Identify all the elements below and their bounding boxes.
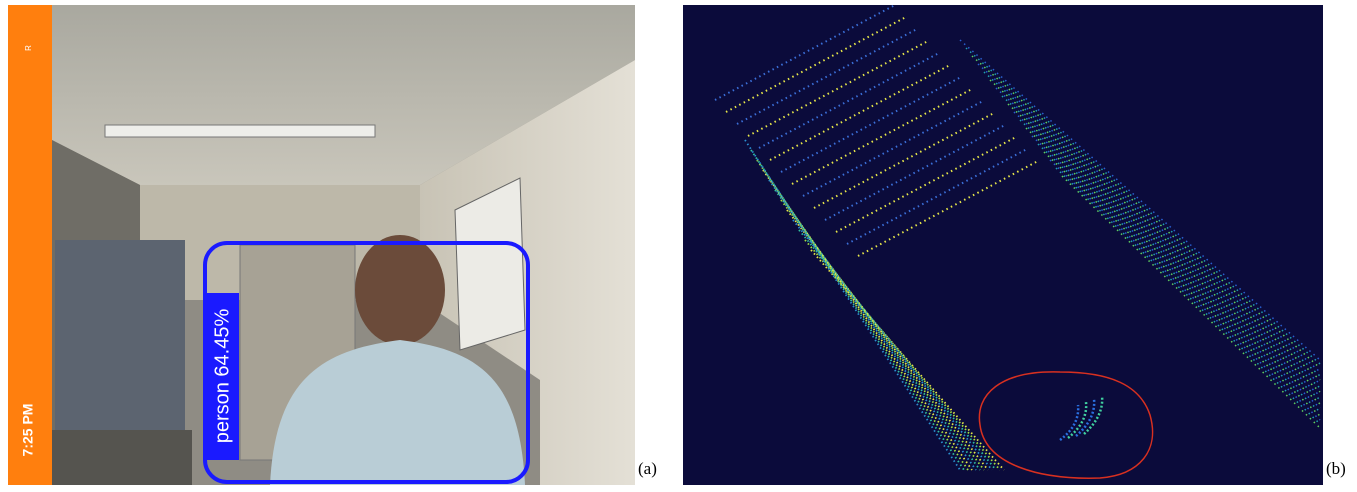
- status-time: 7:25 PM: [20, 404, 36, 457]
- figure: 7:25 PM R person 64.45% (a) (b): [0, 0, 1357, 487]
- pointcloud-background: [683, 5, 1323, 485]
- head: [355, 235, 445, 345]
- desk: [52, 430, 192, 485]
- panel-a: 7:25 PM R person 64.45%: [8, 5, 635, 485]
- detection-label: person 64.45%: [211, 309, 233, 444]
- caption: (a): [638, 459, 657, 478]
- panel-b: [683, 5, 1323, 485]
- ceiling-light: [105, 125, 375, 137]
- signal-label: R: [24, 45, 33, 51]
- cabinet: [55, 240, 185, 450]
- caption: (b): [1326, 459, 1346, 478]
